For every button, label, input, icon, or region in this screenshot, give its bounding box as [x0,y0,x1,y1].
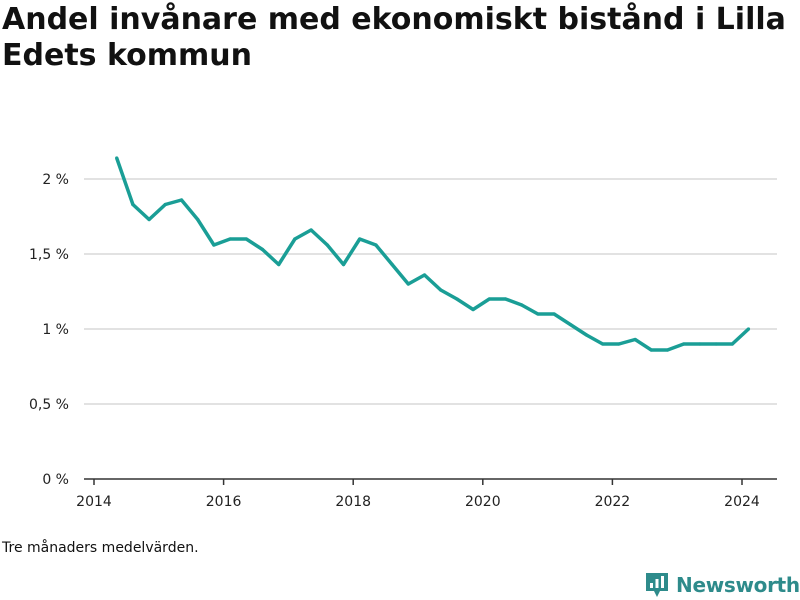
brand-logo[interactable]: Newsworthy [644,570,800,600]
data-point [212,243,216,247]
data-point [471,307,475,312]
data-point [665,348,670,352]
data-point [746,327,751,331]
brand-name: Newsworthy [676,573,800,597]
x-tick-label: 2014 [76,494,112,510]
data-point [147,217,151,222]
x-tick-label: 2024 [724,494,760,510]
data-point [196,217,200,222]
data-point [163,202,167,207]
chart-title: Andel invånare med ekonomiskt bistånd i … [2,2,786,73]
x-tick-label: 2022 [595,494,631,510]
data-point [601,342,605,346]
data-point [179,198,184,202]
x-axis: 2014 2016 2018 2020 2022 2024 [76,478,777,510]
data-point [455,297,459,301]
y-tick-label: 0,5 % [29,397,69,413]
newsworthy-icon [646,573,668,597]
data-point [374,243,378,247]
data-point [341,262,346,267]
footnote: Tre månaders medelvärden. [2,540,199,556]
data-point [293,237,297,241]
data-point [244,237,248,241]
y-tick-label: 1 % [42,322,69,338]
data-point [503,297,508,301]
data-point [487,297,491,301]
data-point [568,322,572,327]
data-point [536,312,540,316]
data-point [698,342,702,346]
data-point [439,288,443,292]
data-point [228,237,232,241]
data-point [552,312,556,316]
data-point [406,282,410,286]
data-point [520,303,524,307]
data-point [422,273,427,277]
data-point [309,228,313,232]
x-tick-label: 2016 [206,494,242,510]
data-point [633,337,637,342]
y-tick-label: 0 % [42,472,69,488]
data-point [115,156,119,160]
data-point [584,333,589,337]
y-tick-label: 2 % [42,172,69,188]
x-tick-label: 2018 [335,494,371,510]
data-point [260,247,265,252]
data-point [358,237,362,241]
data-point [325,243,329,247]
data-point [682,342,686,346]
gridlines [84,178,777,405]
data-point [617,342,621,346]
y-tick-label: 1,5 % [29,247,69,263]
data-point [131,202,135,207]
data-point [390,262,394,267]
y-axis-labels: 0 % 0,5 % 1 % 1,5 % 2 % [29,172,69,488]
data-point [649,348,653,352]
data-point [277,262,281,267]
x-tick-label: 2020 [465,494,501,510]
data-point [730,342,734,346]
series-line [115,157,750,352]
series-layer [115,156,751,352]
data-point [714,342,718,346]
